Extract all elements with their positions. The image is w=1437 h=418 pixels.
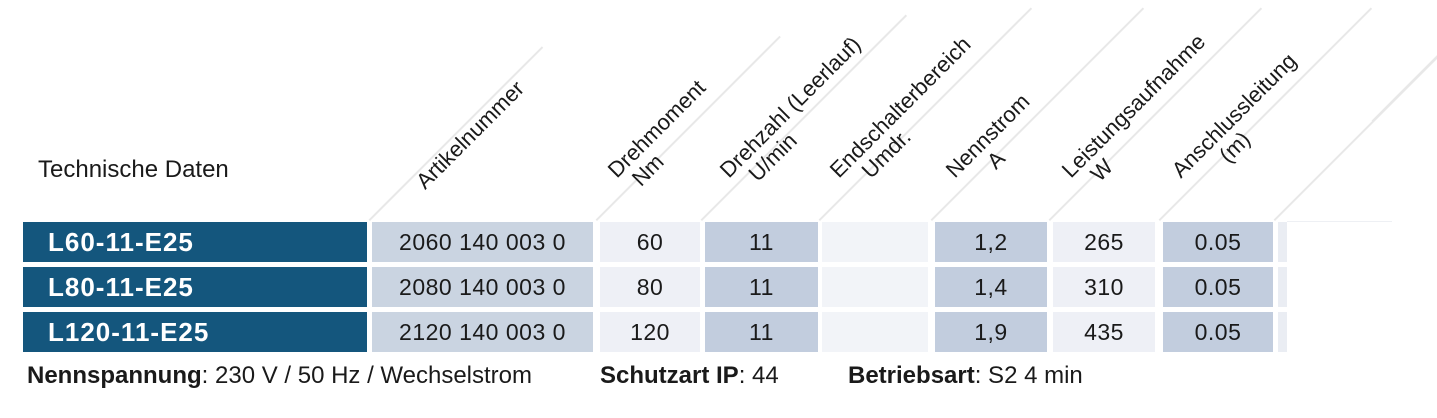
spec-label-betriebsart: Betriebsart [848,362,975,389]
column-header-label: Artikelnummer [411,75,529,194]
row-edge-cell [1278,222,1287,262]
cell-nennstrom: 1,4 [935,267,1047,307]
spec-value-schutzart: : 44 [738,362,779,389]
cell-drehmoment: 120 [600,312,700,352]
spec-value-betriebsart: : S2 4 min [974,362,1083,389]
spec-value-nennspannung: : 230 V / 50 Hz / Wechselstrom [201,362,533,389]
cell-leistungsaufnahme: 265 [1053,222,1155,262]
page-title: Technische Daten [38,156,229,183]
cell-artikelnummer: 2080 140 003 0 [372,267,593,307]
cell-leistungsaufnahme: 310 [1053,267,1155,307]
header-divider-line [1273,7,1437,222]
cell-artikelnummer: 2120 140 003 0 [372,312,593,352]
row-model-label: L80-11-E25 [23,267,367,307]
cell-drehzahl: 11 [705,222,818,262]
cell-anschlussleitung: 0.05 [1163,222,1273,262]
row-edge-cell [1278,312,1287,352]
cell-endschalterbereich [822,222,928,262]
cell-drehzahl: 11 [705,267,818,307]
row-model-label: L120-11-E25 [23,312,367,352]
cell-drehzahl: 11 [705,312,818,352]
column-header-drehmoment: Drehmoment Nm [603,75,725,198]
cell-nennstrom: 1,9 [935,312,1047,352]
spec-schutzart: Schutzart IP: 44 [600,362,779,390]
header-divider-line [1371,53,1437,122]
cell-drehmoment: 80 [600,267,700,307]
cell-anschlussleitung: 0.05 [1163,312,1273,352]
cell-artikelnummer: 2060 140 003 0 [372,222,593,262]
spec-betriebsart: Betriebsart: S2 4 min [848,362,1083,390]
column-header-nennstrom: Nennstrom A [941,89,1050,198]
spec-label-schutzart: Schutzart IP [600,362,739,389]
spec-nennspannung: Nennspannung: 230 V / 50 Hz / Wechselstr… [27,362,532,390]
table-top-hairline [1287,221,1392,222]
row-model-label: L60-11-E25 [23,222,367,262]
cell-endschalterbereich [822,267,928,307]
cell-anschlussleitung: 0.05 [1163,267,1273,307]
row-edge-cell [1278,267,1287,307]
cell-endschalterbereich [822,312,928,352]
cell-drehmoment: 60 [600,222,700,262]
spec-label-nennspannung: Nennspannung [27,362,202,389]
cell-leistungsaufnahme: 435 [1053,312,1155,352]
cell-nennstrom: 1,2 [935,222,1047,262]
column-header-artikelnummer: Artikelnummer [411,75,529,194]
